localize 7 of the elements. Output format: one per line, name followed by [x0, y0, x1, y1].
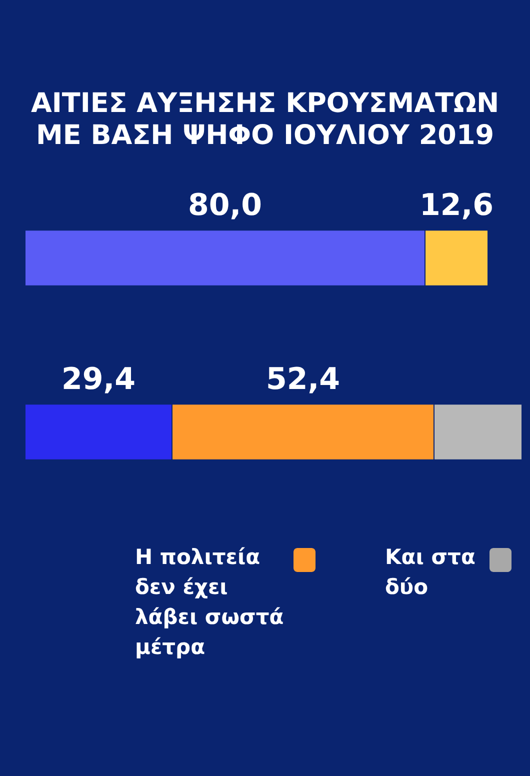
legend-label: Η πολιτεία δεν έχει λάβει σωστά μέτρα — [135, 545, 284, 659]
data-label: 80,0 — [188, 188, 262, 224]
data-label: 12,6 — [419, 188, 494, 224]
data-label: 29,4 — [61, 362, 136, 398]
legend-label: Και στα δύο — [385, 545, 476, 599]
chart-title: ΑΙΤΙΕΣ ΑΥΞΗΣΗΣ ΚΡΟΥΣΜΑΤΩΝ ΜΕ ΒΑΣΗ ΨΗΦΟ ΙΟΥΛΙΟΥ 2019 — [30, 88, 500, 151]
data-label: 52,4 — [266, 362, 340, 398]
